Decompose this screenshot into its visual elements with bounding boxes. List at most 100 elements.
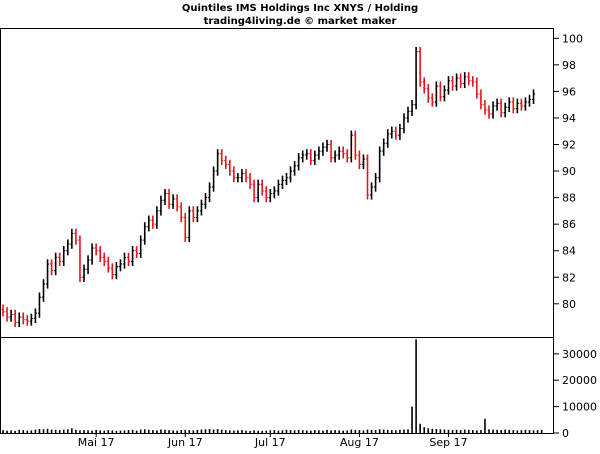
price-bar — [394, 126, 398, 140]
price-bar — [333, 150, 337, 163]
price-tick-label: 98 — [562, 59, 576, 72]
price-bar — [90, 243, 94, 265]
price-tick-label: 82 — [562, 271, 576, 284]
price-bar — [82, 264, 86, 282]
price-bar — [74, 228, 78, 245]
chart-subtitle: trading4living.de © market maker — [204, 16, 397, 27]
price-bar — [13, 309, 17, 328]
price-bar — [114, 261, 118, 280]
price-bar — [98, 246, 102, 262]
price-bar — [45, 259, 50, 289]
price-bar — [378, 146, 382, 183]
price-bar — [1, 304, 5, 317]
price-bar — [438, 81, 442, 102]
price-bar — [143, 222, 147, 245]
price-bars — [1, 46, 536, 328]
price-bar — [414, 46, 418, 110]
price-tick-label: 84 — [562, 245, 576, 258]
month-label: Mai 17 — [78, 436, 115, 449]
price-bar — [131, 246, 135, 266]
price-bar — [268, 188, 272, 203]
price-bar — [491, 101, 495, 119]
price-bar — [106, 256, 110, 273]
price-bar — [353, 130, 357, 160]
price-bar — [139, 235, 143, 259]
price-bar — [244, 169, 248, 183]
price-bar — [272, 186, 276, 199]
price-bar — [341, 146, 345, 159]
price-bar — [167, 188, 171, 209]
price-bar — [430, 93, 434, 107]
price-bar — [25, 315, 29, 326]
price-bar — [357, 150, 361, 170]
price-bar — [475, 77, 479, 99]
price-bar — [369, 182, 374, 200]
price-axis: 80 82 84 86 88 90 92 94 96 98 100 — [554, 32, 583, 311]
price-bar — [118, 259, 123, 272]
price-bar — [519, 98, 523, 111]
price-bar — [402, 113, 406, 134]
price-bar — [228, 159, 232, 176]
price-tick-label: 96 — [562, 85, 576, 98]
price-bar — [264, 186, 268, 203]
price-bar — [406, 106, 410, 123]
price-bar — [163, 188, 167, 205]
price-bar — [487, 105, 491, 119]
price-bar — [309, 149, 313, 166]
volume-tick-label: 0 — [562, 427, 569, 440]
price-bar — [58, 252, 62, 266]
month-label: Aug 17 — [340, 436, 379, 449]
price-bar — [321, 142, 325, 156]
month-label: Jul 17 — [254, 436, 286, 449]
price-bar — [507, 97, 511, 112]
price-tick-label: 80 — [562, 298, 576, 311]
volume-tick-label: 10000 — [562, 401, 597, 414]
chart-title: Quintiles IMS Holdings Inc XNYS / Holdin… — [182, 3, 418, 14]
price-bar — [301, 150, 305, 163]
volume-panel-frame — [0, 337, 554, 434]
month-label: Sep 17 — [429, 436, 467, 449]
month-label: Jun 17 — [167, 436, 203, 449]
price-bar — [305, 149, 309, 160]
price-bar — [70, 228, 74, 249]
price-bar — [511, 97, 515, 114]
price-bar — [220, 149, 224, 166]
price-bar — [54, 252, 58, 276]
price-bar — [21, 312, 25, 325]
price-bar — [422, 77, 426, 94]
price-bar — [248, 173, 252, 189]
price-bar — [374, 173, 378, 192]
price-bar — [216, 149, 220, 176]
price-bar — [523, 97, 528, 111]
price-bar — [349, 130, 353, 163]
volume-tick-label: 20000 — [562, 374, 597, 387]
price-bar — [195, 206, 199, 223]
price-bar — [232, 166, 236, 183]
price-bar — [455, 73, 459, 91]
price-bar — [503, 102, 507, 118]
price-bar — [66, 239, 70, 256]
price-bar — [527, 94, 532, 107]
price-bar — [203, 192, 208, 209]
price-bar — [151, 215, 155, 229]
price-bar — [212, 166, 216, 192]
time-axis: Mai 17 Jun 17 Jul 17 Aug 17 Sep 17 — [78, 433, 468, 449]
price-tick-label: 100 — [562, 32, 583, 45]
price-bar — [256, 179, 260, 203]
price-tick-label: 90 — [562, 165, 576, 178]
price-panel-frame — [0, 28, 554, 338]
price-bar — [297, 153, 301, 171]
price-bar — [317, 146, 321, 160]
price-bar — [159, 195, 163, 216]
price-tick-label: 88 — [562, 192, 576, 205]
price-bar — [361, 154, 366, 170]
price-bar — [325, 139, 329, 152]
price-bar — [398, 123, 402, 140]
price-bar — [86, 255, 90, 274]
price-bar — [390, 126, 394, 139]
price-bar — [337, 146, 341, 160]
price-tick-label: 94 — [562, 112, 576, 125]
price-bar — [313, 150, 317, 166]
